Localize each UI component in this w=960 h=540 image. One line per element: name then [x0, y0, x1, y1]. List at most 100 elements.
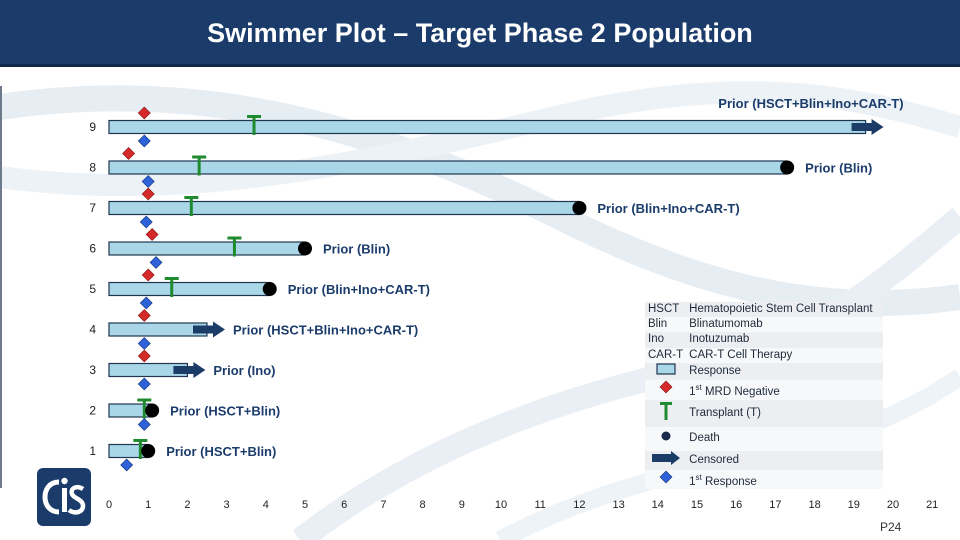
x-tick-label: 18	[808, 499, 820, 511]
censored-marker	[851, 119, 884, 135]
censored-marker	[173, 362, 206, 378]
censored-arrow-icon	[651, 450, 680, 465]
mrd-diamond-icon	[659, 380, 672, 394]
transplant-marker-stem	[197, 155, 201, 176]
legend-death-label: Death	[686, 426, 883, 451]
x-tick-label: 15	[691, 499, 703, 511]
mrd-sup: st	[695, 382, 702, 392]
mrd-negative-marker	[145, 228, 159, 241]
left-rule	[0, 86, 2, 488]
x-tick-label: 19	[848, 499, 860, 511]
transplant-marker-stem	[189, 196, 193, 216]
legend-first-response-label: 1st Response	[686, 469, 883, 490]
x-tick-label: 9	[459, 499, 465, 511]
first-response-marker	[137, 337, 151, 350]
legend-row-censored: Censored	[645, 450, 883, 470]
legend: HSCT Hematopoietic Stem Cell Transplant …	[645, 302, 883, 490]
x-tick-label: 21	[926, 499, 938, 511]
subject-label: Prior (Blin+Ino+CAR-T)	[288, 282, 430, 297]
company-logo	[37, 468, 91, 526]
subject-label: Prior (HSCT+Blin)	[170, 404, 280, 419]
first-response-marker	[137, 418, 151, 431]
legend-row-death: Death	[645, 426, 883, 451]
death-marker	[572, 201, 587, 215]
x-tick-label: 4	[263, 499, 269, 511]
x-tick-label: 13	[612, 499, 624, 511]
transplant-t-icon	[659, 401, 672, 420]
first-response-swatch-cell	[645, 469, 687, 490]
response-bar	[108, 160, 788, 175]
subject-label: Prior (Blin)	[323, 242, 390, 257]
y-tick-label: 6	[89, 242, 96, 256]
first-response-suffix: Response	[701, 475, 757, 488]
legend-mrd-label: 1st MRD Negative	[686, 379, 883, 400]
subject-label: Prior (HSCT+Blin+Ino+CAR-T)	[718, 96, 903, 111]
response-bar	[108, 281, 271, 297]
death-dot-icon	[661, 431, 671, 441]
y-tick-label: 4	[89, 323, 96, 337]
death-swatch-cell	[645, 426, 687, 451]
first-response-marker	[137, 377, 151, 391]
x-tick-label: 7	[380, 499, 386, 511]
death-marker	[145, 403, 160, 418]
mrd-suffix: MRD Negative	[701, 385, 780, 398]
x-tick-label: 11	[534, 499, 545, 511]
y-tick-label: 7	[89, 201, 96, 215]
first-response-diamond-icon	[659, 470, 672, 484]
header-bar: Swimmer Plot – Target Phase 2 Population	[0, 0, 960, 67]
mrd-negative-marker	[141, 187, 155, 201]
transplant-marker-stem	[138, 439, 142, 459]
first-response-prefix: 1	[689, 475, 696, 488]
x-tick-label: 0	[106, 499, 112, 511]
response-bar	[108, 200, 580, 216]
mrd-negative-marker	[137, 106, 151, 120]
transplant-swatch-cell	[645, 399, 687, 427]
y-tick-label: 5	[89, 282, 96, 296]
x-tick-label: 6	[341, 499, 347, 511]
subject-label: Prior (Blin)	[805, 161, 872, 176]
legend-row-blin: Blin Blinatumomab	[645, 317, 883, 333]
x-tick-label: 17	[769, 499, 781, 511]
death-marker	[141, 444, 156, 458]
subject-label: Prior (HSCT+Blin+Ino+CAR-T)	[233, 323, 418, 338]
legend-abbr: Ino	[645, 332, 687, 348]
y-tick-label: 3	[89, 363, 96, 377]
mrd-swatch-cell	[645, 379, 687, 400]
page-title: Swimmer Plot – Target Phase 2 Population	[207, 18, 753, 48]
mrd-negative-marker	[141, 268, 155, 282]
x-tick-label: 12	[573, 499, 585, 511]
legend-abbr: Blin	[645, 317, 687, 333]
death-marker	[262, 282, 277, 296]
transplant-marker-stem	[142, 398, 146, 419]
legend-desc: Hematopoietic Stem Cell Transplant	[686, 302, 883, 318]
y-tick-label: 8	[89, 161, 96, 175]
response-swatch-cell	[645, 362, 687, 380]
mrd-negative-marker	[137, 349, 151, 363]
legend-row-transplant: Transplant (T)	[645, 399, 883, 427]
legend-desc: Blinatumomab	[686, 317, 883, 333]
x-tick-label: 16	[730, 499, 742, 511]
subject-label: Prior (HSCT+Blin)	[166, 444, 276, 459]
response-bar	[108, 119, 867, 135]
mrd-negative-marker	[122, 147, 136, 160]
first-response-marker	[149, 256, 163, 269]
death-marker	[780, 160, 795, 175]
legend-abbr: HSCT	[645, 302, 687, 318]
first-response-marker	[141, 175, 155, 188]
transplant-marker-stem	[232, 236, 236, 257]
x-tick-label: 14	[652, 499, 664, 511]
swimmer-chart: 0 1 2 3 4 5 6 7 8 9 10 11 12 13 14 15 16 17 18 19 20 211 Prior…	[89, 96, 938, 511]
subject-label: Prior (Blin+Ino+CAR-T)	[597, 201, 739, 216]
response-bar	[108, 241, 306, 256]
y-tick-label: 9	[89, 120, 96, 134]
y-tick-label: 2	[89, 404, 96, 418]
x-tick-label: 3	[224, 499, 230, 511]
legend-row-ino: Ino Inotuzumab	[645, 332, 883, 348]
legend-desc: CAR-T Cell Therapy	[686, 347, 883, 363]
censored-swatch-cell	[645, 450, 687, 470]
page-number: P24	[880, 520, 902, 534]
x-tick-label: 2	[184, 499, 190, 511]
legend-row-cart: CAR-T CAR-T Cell Therapy	[645, 347, 883, 363]
legend-censored-label: Censored	[686, 450, 883, 470]
transplant-marker-stem	[252, 115, 256, 135]
